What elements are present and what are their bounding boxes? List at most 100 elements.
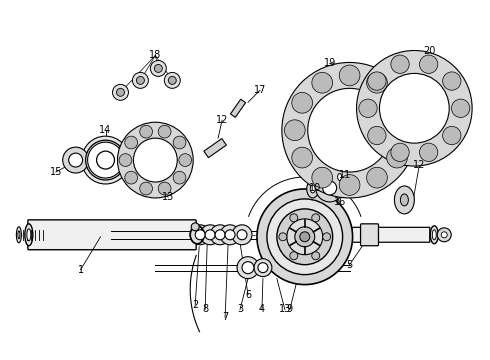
Circle shape	[242, 262, 254, 274]
Ellipse shape	[27, 229, 31, 241]
Circle shape	[215, 230, 225, 240]
FancyBboxPatch shape	[361, 224, 378, 246]
Circle shape	[125, 171, 138, 184]
Circle shape	[277, 209, 333, 265]
Circle shape	[308, 88, 392, 172]
Ellipse shape	[394, 186, 415, 214]
Circle shape	[191, 223, 199, 231]
Circle shape	[290, 214, 298, 222]
Ellipse shape	[400, 194, 408, 206]
Text: 3: 3	[237, 305, 243, 315]
FancyBboxPatch shape	[352, 227, 430, 242]
Circle shape	[200, 225, 220, 245]
Circle shape	[312, 167, 333, 188]
Text: 10: 10	[309, 183, 321, 193]
Circle shape	[387, 93, 407, 113]
Circle shape	[117, 88, 124, 96]
Circle shape	[451, 99, 470, 117]
FancyBboxPatch shape	[28, 220, 196, 250]
Circle shape	[367, 72, 388, 93]
Text: 18: 18	[149, 50, 162, 60]
Text: 11: 11	[339, 170, 351, 180]
Text: 12: 12	[216, 115, 228, 125]
Circle shape	[419, 55, 438, 73]
Text: 5: 5	[346, 260, 353, 270]
Circle shape	[419, 143, 438, 162]
Circle shape	[323, 233, 331, 241]
Circle shape	[86, 140, 125, 180]
Text: 19: 19	[323, 58, 336, 68]
Circle shape	[257, 189, 353, 285]
Circle shape	[387, 147, 407, 168]
Circle shape	[88, 142, 123, 178]
Circle shape	[339, 175, 360, 195]
Circle shape	[237, 230, 247, 240]
Circle shape	[312, 72, 333, 93]
Circle shape	[442, 72, 461, 90]
Text: 13: 13	[162, 192, 174, 202]
Circle shape	[292, 93, 313, 113]
Circle shape	[359, 99, 377, 117]
Circle shape	[158, 182, 171, 195]
Circle shape	[368, 72, 386, 90]
Circle shape	[441, 232, 447, 238]
Circle shape	[437, 228, 451, 242]
Circle shape	[164, 72, 180, 88]
Circle shape	[118, 122, 193, 198]
Circle shape	[140, 125, 152, 138]
Circle shape	[168, 76, 176, 84]
Circle shape	[220, 225, 240, 245]
Text: 1: 1	[77, 265, 84, 275]
Circle shape	[69, 153, 83, 167]
Circle shape	[357, 50, 472, 166]
Circle shape	[125, 136, 138, 149]
Circle shape	[442, 126, 461, 145]
Circle shape	[282, 62, 417, 198]
Circle shape	[316, 174, 343, 202]
Text: 16: 16	[334, 197, 346, 207]
Circle shape	[63, 147, 89, 173]
Text: 13: 13	[279, 305, 291, 315]
Circle shape	[97, 151, 115, 169]
Circle shape	[113, 84, 128, 100]
Text: 14: 14	[99, 125, 112, 135]
Circle shape	[173, 136, 186, 149]
Ellipse shape	[338, 174, 342, 180]
Circle shape	[119, 154, 132, 166]
Ellipse shape	[25, 224, 33, 246]
Text: 2: 2	[192, 300, 198, 310]
Text: 15: 15	[49, 167, 62, 177]
Circle shape	[158, 125, 171, 138]
Circle shape	[190, 225, 210, 245]
Text: 9: 9	[287, 305, 293, 315]
Circle shape	[258, 263, 268, 273]
Circle shape	[312, 252, 319, 260]
Text: 8: 8	[202, 305, 208, 315]
Circle shape	[133, 138, 177, 182]
Circle shape	[323, 181, 337, 195]
Circle shape	[132, 72, 148, 88]
Circle shape	[391, 143, 409, 162]
Circle shape	[179, 154, 192, 166]
Ellipse shape	[310, 185, 315, 193]
Circle shape	[292, 147, 313, 168]
Circle shape	[225, 230, 235, 240]
Circle shape	[82, 136, 129, 184]
Ellipse shape	[18, 231, 20, 239]
Circle shape	[312, 214, 319, 222]
Circle shape	[339, 65, 360, 86]
Circle shape	[205, 230, 215, 240]
Ellipse shape	[16, 227, 22, 243]
Circle shape	[379, 73, 449, 143]
Circle shape	[367, 167, 388, 188]
Polygon shape	[230, 99, 245, 117]
Circle shape	[173, 171, 186, 184]
Circle shape	[391, 55, 409, 73]
Text: 20: 20	[423, 45, 436, 55]
Text: 4: 4	[259, 305, 265, 315]
Ellipse shape	[430, 226, 438, 244]
Circle shape	[295, 227, 315, 247]
Circle shape	[150, 60, 166, 76]
Circle shape	[210, 225, 230, 245]
Circle shape	[237, 257, 259, 279]
